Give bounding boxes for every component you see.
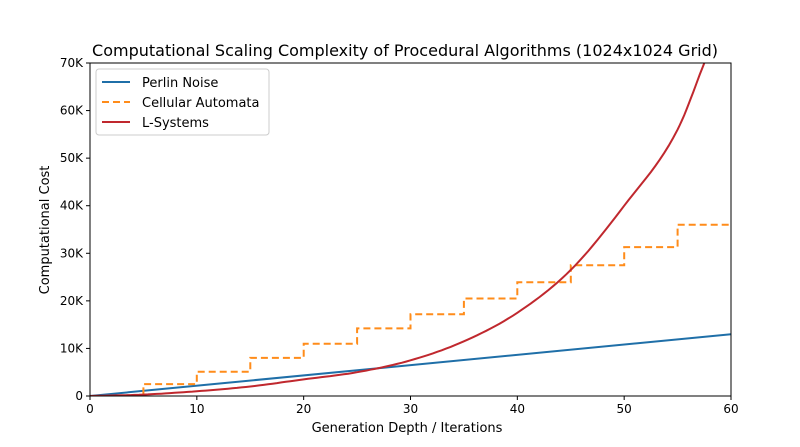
y-axis-label: Computational Cost — [38, 166, 53, 295]
plot-area: 0 10 20 30 40 50 60 0 10K 20K 30K 40K 50K 60K 70K — [60, 56, 739, 416]
y-tick-label: 30K — [60, 246, 84, 260]
x-axis-label: Generation Depth / Iterations — [312, 421, 503, 436]
x-tick-label: 60 — [723, 402, 738, 416]
x-tick-label: 40 — [510, 402, 525, 416]
y-tick-label: 20K — [60, 294, 84, 308]
legend-box — [95, 68, 270, 136]
x-tick-label: 50 — [617, 402, 632, 416]
series-line-l-systems — [90, 63, 706, 396]
legend: Perlin Noise Cellular Automata L-Systems — [95, 68, 270, 136]
y-tick-label: 0 — [75, 389, 83, 403]
x-tick-label: 10 — [189, 402, 204, 416]
series-line-cellular-automata — [90, 223, 731, 396]
axes-frame — [89, 62, 732, 397]
chart-title: Computational Scaling Complexity of Proc… — [92, 41, 718, 60]
series-line-perlin-noise — [90, 333, 731, 396]
x-tick-label: 0 — [86, 402, 94, 416]
y-tick-label: 40K — [60, 199, 84, 213]
legend-label: Cellular Automata — [142, 96, 259, 111]
series-group — [90, 63, 731, 396]
y-tick-label: 60K — [60, 104, 84, 118]
x-tick-label: 20 — [296, 402, 311, 416]
y-tick-label: 70K — [60, 56, 84, 70]
y-tick-label: 50K — [60, 151, 84, 165]
legend-label: L-Systems — [142, 116, 209, 131]
x-tick-label: 30 — [403, 402, 418, 416]
y-tick-label: 10K — [60, 341, 84, 355]
legend-label: Perlin Noise — [142, 76, 218, 91]
